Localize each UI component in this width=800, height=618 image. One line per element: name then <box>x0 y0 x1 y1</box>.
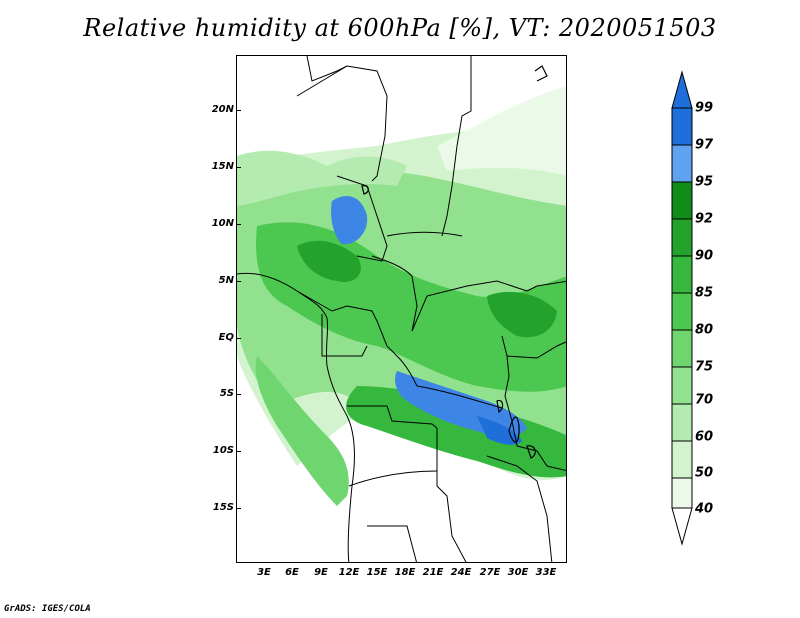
humidity-high-south <box>395 371 527 437</box>
colorbar-label-85: 85 <box>695 285 714 301</box>
colorbar-label-50: 50 <box>695 465 714 481</box>
colorbar-band-80 <box>671 329 693 368</box>
lon-label-33e: 33E <box>535 567 557 578</box>
humidity-field-sw <box>255 356 349 506</box>
colorbar-label-97: 97 <box>695 137 714 153</box>
lon-label-15e: 15E <box>366 567 388 578</box>
lon-label-30e: 30E <box>507 567 529 578</box>
humidity-field-northeast <box>437 86 566 176</box>
colorbar-top-arrow <box>671 70 693 109</box>
lat-label-15n: 15N <box>211 161 234 172</box>
lat-label-10s: 10S <box>212 445 234 456</box>
lon-label-12e: 12E <box>338 567 360 578</box>
humidity-field-south <box>346 386 566 478</box>
humidity-field-dark <box>297 240 361 282</box>
colorbar-band-85 <box>671 292 693 331</box>
colorbar-band-99 <box>671 107 693 146</box>
lat-label-20n: 20N <box>211 104 234 115</box>
colorbar-band-70 <box>671 403 693 442</box>
lat-label-15s: 15S <box>212 502 234 513</box>
lat-label-5n: 5N <box>218 275 234 286</box>
colorbar-label-90: 90 <box>695 248 714 264</box>
colorbar-label-99: 99 <box>695 100 714 116</box>
colorbar-label-75: 75 <box>695 359 714 375</box>
humidity-map-svg <box>237 56 566 562</box>
lon-label-3e: 3E <box>257 567 271 578</box>
lat-tick <box>236 110 241 111</box>
colorbar-band-50 <box>671 477 693 509</box>
colorbar-label-60: 60 <box>695 429 714 445</box>
lon-label-6e: 6E <box>285 567 299 578</box>
lat-label-eq: EQ <box>218 332 234 343</box>
map-title: Relative humidity at 600hPa [%], VT: 202… <box>83 14 717 42</box>
colorbar-bottom-arrow <box>671 507 693 546</box>
lon-label-27e: 27E <box>479 567 501 578</box>
colorbar-band-92 <box>671 218 693 257</box>
map-panel <box>236 55 567 563</box>
colorbar-label-40: 40 <box>695 501 714 517</box>
lon-label-18e: 18E <box>394 567 416 578</box>
lat-tick <box>236 394 241 395</box>
lat-label-5s: 5S <box>219 388 234 399</box>
colorbar-band-75 <box>671 366 693 405</box>
lakes <box>361 65 548 459</box>
colorbar-band-60 <box>671 440 693 479</box>
lat-tick <box>236 281 241 282</box>
humidity-field-north <box>237 150 407 206</box>
colorbar-band-90 <box>671 255 693 294</box>
lon-label-24e: 24E <box>450 567 472 578</box>
lat-tick <box>236 508 241 509</box>
colorbar-label-95: 95 <box>695 174 714 190</box>
colorbar <box>671 70 693 546</box>
country-borders <box>237 56 566 562</box>
lon-label-9e: 9E <box>314 567 328 578</box>
colorbar-label-70: 70 <box>695 392 714 408</box>
lat-tick <box>236 338 241 339</box>
colorbar-label-92: 92 <box>695 211 714 227</box>
grads-credit: GrADS: IGES/COLA <box>4 604 91 614</box>
humidity-field-dark-east <box>487 291 557 338</box>
colorbar-label-80: 80 <box>695 322 714 338</box>
lat-tick <box>236 451 241 452</box>
colorbar-band-97 <box>671 144 693 183</box>
lat-tick <box>236 224 241 225</box>
humidity-high-north <box>331 196 368 245</box>
lon-label-21e: 21E <box>422 567 444 578</box>
lat-label-10n: 10N <box>211 218 234 229</box>
colorbar-band-95 <box>671 181 693 220</box>
lat-tick <box>236 167 241 168</box>
